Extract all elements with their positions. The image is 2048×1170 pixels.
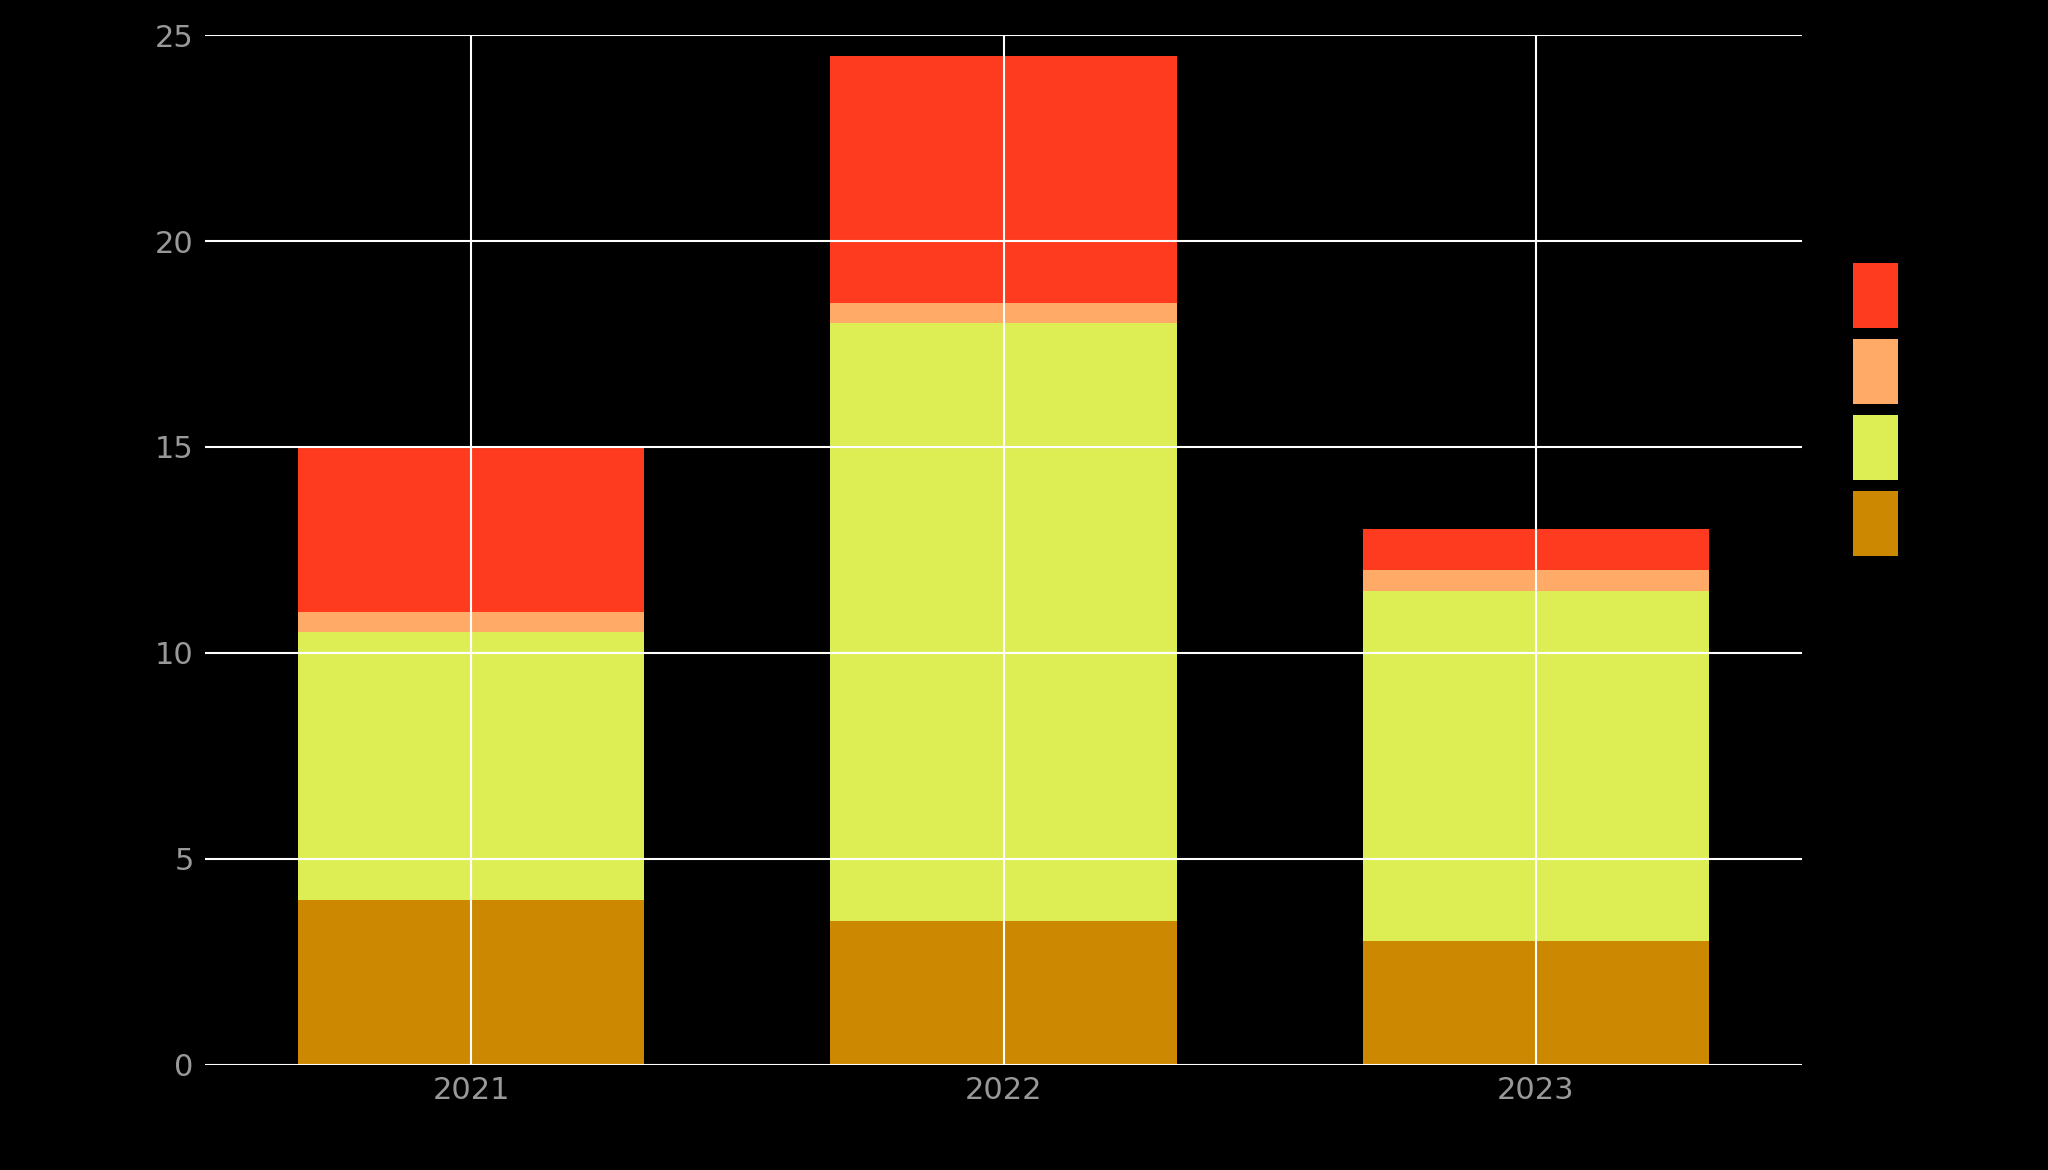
Bar — [299, 900, 643, 1065]
Bar — [831, 303, 1176, 323]
Bar — [1364, 591, 1710, 941]
Bar — [299, 447, 643, 612]
Bar — [831, 921, 1176, 1065]
Bar — [1364, 571, 1710, 591]
Bar — [1364, 941, 1710, 1065]
Bar — [299, 612, 643, 632]
Bar — [299, 632, 643, 900]
Bar — [831, 56, 1176, 303]
Bar — [831, 323, 1176, 921]
Bar — [1364, 529, 1710, 571]
